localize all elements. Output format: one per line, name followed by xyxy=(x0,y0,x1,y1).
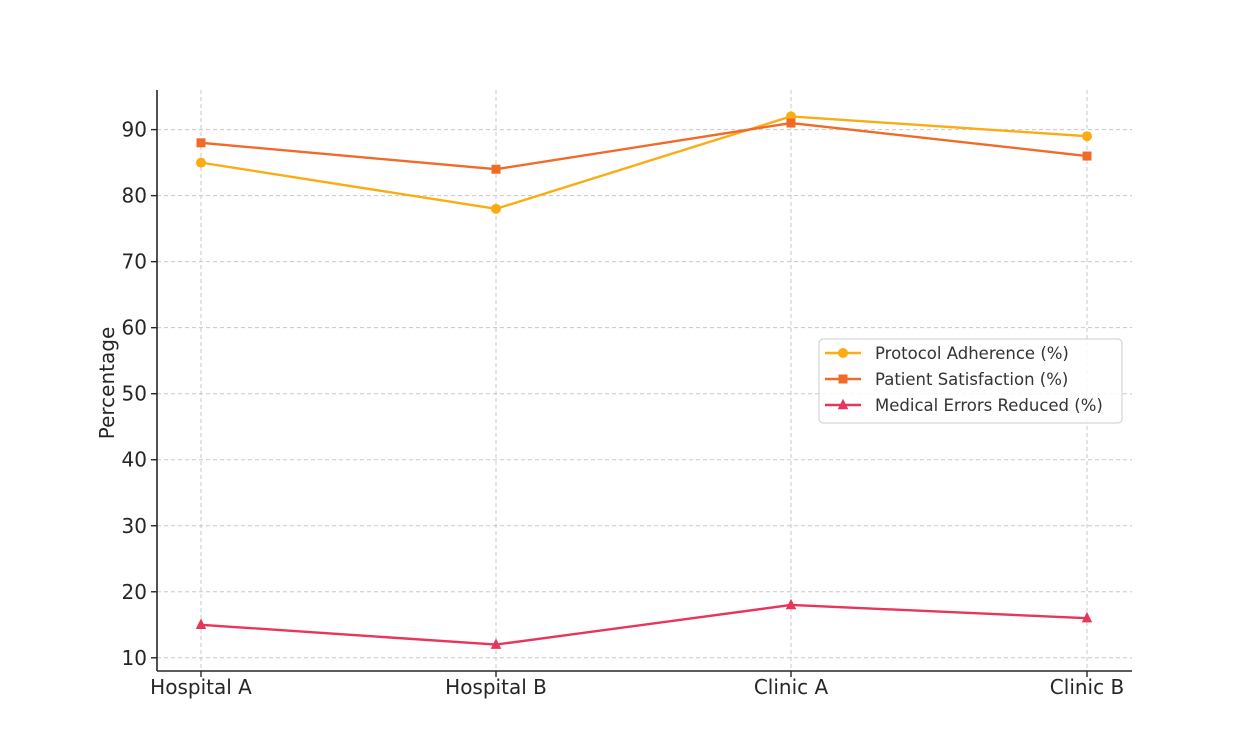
legend-marker xyxy=(837,398,849,410)
data-point xyxy=(1082,151,1092,161)
y-tick-label: 70 xyxy=(122,250,147,274)
series-1 xyxy=(196,111,1092,214)
legend-item: Protocol Adherence (%) xyxy=(825,344,1069,363)
y-tick-label: 60 xyxy=(122,316,147,340)
legend-item: Patient Satisfaction (%) xyxy=(825,370,1068,389)
data-point xyxy=(491,164,501,174)
y-tick-label: 30 xyxy=(122,514,147,538)
legend-box xyxy=(818,338,1123,424)
data-point xyxy=(785,598,797,610)
series-layer xyxy=(195,111,1093,649)
data-point xyxy=(196,157,206,168)
x-tick-label: Hospital B xyxy=(445,675,547,699)
legend-label: Medical Errors Reduced (%) xyxy=(875,396,1103,415)
series-line xyxy=(200,603,1088,646)
y-tick-label: 40 xyxy=(122,448,147,472)
y-tick-label: 50 xyxy=(122,382,147,406)
y-tick-label: 20 xyxy=(122,580,147,604)
data-point xyxy=(491,203,501,214)
x-tick-label: Clinic A xyxy=(754,675,829,699)
legend-items: Protocol Adherence (%) Patient Satisfacti… xyxy=(825,344,1103,415)
legend-marker xyxy=(838,374,848,384)
y-axis-title: Percentage xyxy=(95,327,119,440)
data-point xyxy=(1082,131,1092,142)
series-line xyxy=(200,121,1088,171)
series-2 xyxy=(196,118,1092,174)
series-3 xyxy=(195,598,1093,649)
data-point xyxy=(195,618,207,630)
legend: Protocol Adherence (%) Patient Satisfacti… xyxy=(818,338,1123,424)
data-point xyxy=(786,118,796,128)
legend-label: Patient Satisfaction (%) xyxy=(875,370,1068,389)
legend-item: Medical Errors Reduced (%) xyxy=(825,396,1103,415)
data-point xyxy=(196,138,206,148)
x-tick-label: Clinic B xyxy=(1050,675,1124,699)
legend-marker xyxy=(838,348,848,358)
y-tick-label: 10 xyxy=(122,646,147,670)
legend-label: Protocol Adherence (%) xyxy=(875,344,1069,363)
y-tick-label: 80 xyxy=(122,184,147,208)
x-axis-ticks: Hospital A Hospital B Clinic A Clinic B xyxy=(150,671,1124,699)
series-line xyxy=(200,115,1088,211)
x-tick-label: Hospital A xyxy=(150,675,252,699)
y-tick-label: 90 xyxy=(122,118,147,142)
data-point xyxy=(1081,611,1093,623)
axes xyxy=(156,90,1132,672)
y-axis-ticks: 10 20 30 40 50 60 70 80 90 xyxy=(122,118,157,670)
data-point xyxy=(490,638,502,649)
